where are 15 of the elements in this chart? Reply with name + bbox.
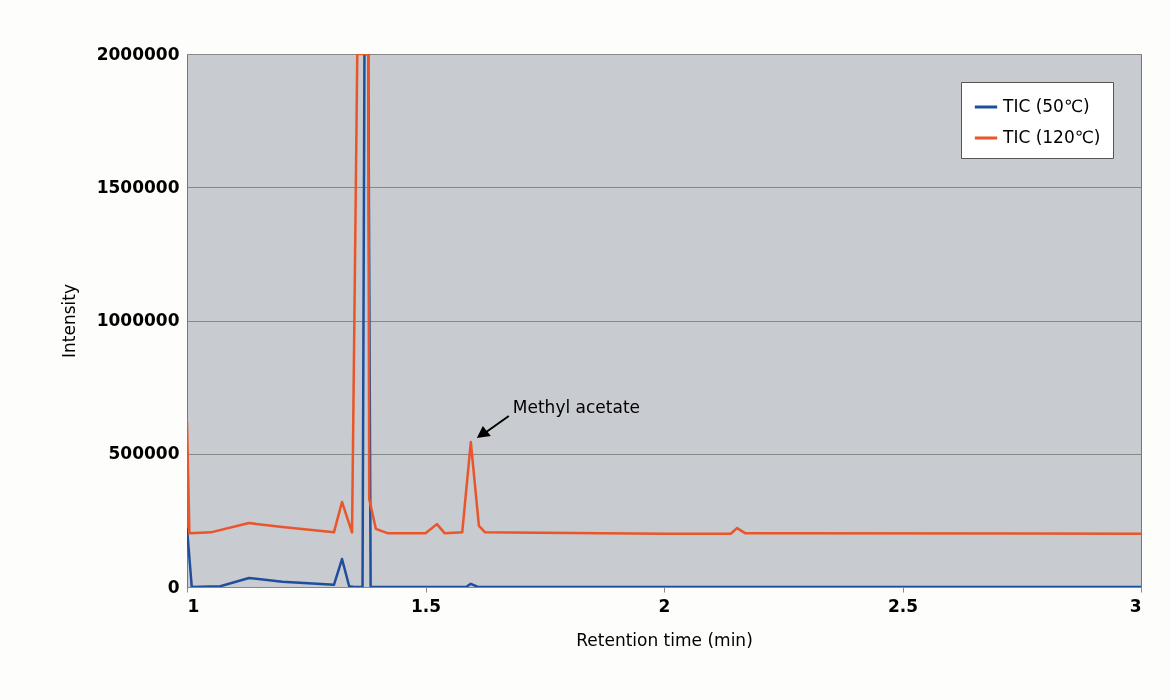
y-tick-label: 1500000 [96,176,180,197]
x-tick-label: 3 [1129,595,1142,616]
y-axis-title: Intensity [58,284,79,358]
x-tick-label: 1.5 [410,595,442,616]
annotation: Methyl acetate [512,397,640,418]
x-tick-label: 2.5 [887,595,919,616]
x-axis-title: Retention time (min) [576,629,753,650]
y-tick-label: 0 [167,576,180,597]
x-tick-label: 1 [187,595,200,616]
legend-label: TIC (50℃) [1002,96,1090,116]
legend-label: TIC (120℃) [1002,127,1101,147]
y-tick-label: 2000000 [96,43,180,64]
y-tick-label: 500000 [108,443,180,464]
y-tick-label: 1000000 [96,310,180,330]
x-tick-label: 2 [658,595,671,616]
